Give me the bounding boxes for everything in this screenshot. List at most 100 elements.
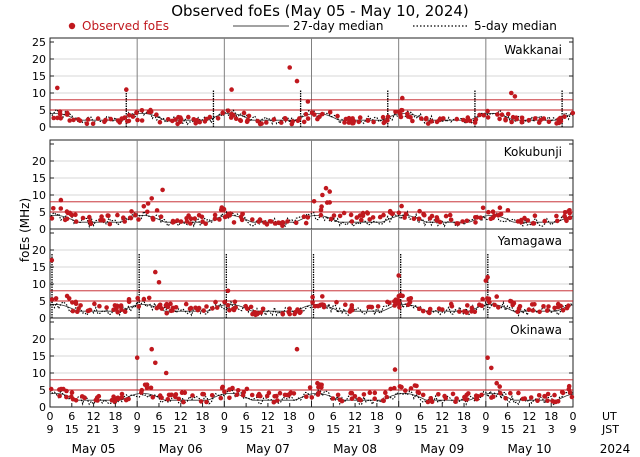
observed-point	[480, 205, 486, 211]
observed-point	[399, 203, 404, 209]
observed-point	[231, 220, 237, 225]
observed-point	[209, 393, 215, 398]
x-tick-jst: 3	[373, 423, 380, 436]
observed-point	[176, 396, 182, 402]
observed-point	[260, 306, 266, 312]
observed-point	[566, 209, 571, 214]
observed-point	[95, 116, 101, 121]
observed-point	[253, 312, 258, 318]
station-panel-kokubunji: 0 5 10 15 20 Kokubunji	[32, 139, 574, 236]
observed-point	[508, 298, 513, 304]
observed-point	[257, 217, 263, 222]
observed-point	[526, 117, 532, 123]
observed-point	[454, 116, 460, 122]
observed-point	[552, 392, 557, 398]
observed-point	[528, 395, 534, 400]
observed-point	[436, 392, 441, 397]
observed-point	[115, 395, 121, 401]
observed-point	[317, 382, 322, 387]
observed-point	[64, 112, 70, 117]
observed-point	[104, 305, 109, 310]
observed-point	[387, 208, 393, 214]
observed-point	[427, 310, 432, 316]
observed-point	[447, 212, 453, 218]
observed-point	[420, 308, 426, 314]
observed-point	[274, 393, 279, 399]
x-tick-jst: 21	[348, 423, 362, 436]
observed-point	[249, 392, 255, 398]
observed-point	[73, 212, 78, 218]
observed-point	[234, 392, 240, 398]
observed-point	[207, 114, 213, 120]
observed-point	[315, 392, 321, 397]
observed-point	[139, 118, 145, 123]
x-tick-jst: 3	[112, 423, 119, 436]
observed-point	[341, 210, 347, 216]
observed-point	[462, 309, 467, 314]
observed-point	[312, 304, 318, 309]
observed-point	[320, 294, 325, 299]
observed-point	[310, 294, 315, 300]
observed-point	[554, 213, 559, 219]
observed-point	[315, 116, 320, 122]
legend-5day-label: 5-day median	[474, 19, 557, 33]
observed-point	[298, 309, 303, 315]
y-tick-label: 15	[32, 70, 46, 83]
observed-point	[128, 215, 134, 221]
observed-point	[259, 121, 264, 126]
ut-label: UT	[602, 410, 617, 423]
observed-peak-point	[489, 365, 494, 371]
observed-peak-point	[485, 355, 490, 361]
observed-point	[115, 212, 120, 218]
observed-point	[148, 385, 154, 391]
observed-point	[442, 393, 447, 399]
observed-point	[239, 217, 245, 223]
observed-point	[457, 309, 462, 314]
observed-point	[184, 219, 190, 224]
observed-point	[203, 221, 208, 226]
observed-point	[473, 220, 478, 225]
x-tick-ut: 18	[108, 410, 122, 423]
observed-point	[80, 215, 86, 221]
observed-point	[375, 304, 381, 309]
x-tick-ut: 6	[243, 410, 250, 423]
observed-point	[73, 299, 79, 305]
observed-point	[48, 386, 54, 392]
observed-point	[334, 299, 339, 305]
observed-point	[311, 199, 317, 204]
observed-point	[51, 115, 56, 121]
observed-point	[139, 108, 145, 113]
observed-point	[119, 395, 125, 400]
observed-point	[305, 215, 311, 220]
x-tick-ut: 0	[221, 410, 228, 423]
observed-peak-point	[225, 288, 231, 294]
observed-point	[256, 391, 262, 397]
observed-point	[532, 213, 538, 218]
observed-point	[381, 120, 387, 126]
observed-peak-point	[400, 95, 405, 101]
observed-point	[526, 307, 532, 312]
observed-point	[222, 389, 227, 395]
y-tick-label: 20	[32, 244, 46, 257]
legend-observed-label: Observed foEs	[82, 19, 169, 33]
y-tick-label: 15	[32, 172, 46, 185]
x-tick-ut: 6	[155, 410, 162, 423]
observed-point	[173, 394, 178, 400]
observed-point	[123, 397, 129, 403]
observed-point	[129, 209, 134, 214]
observed-point	[319, 204, 324, 209]
y-tick-label: 0	[39, 401, 46, 414]
x-tick-jst: 21	[522, 423, 536, 436]
x-tick-jst: 3	[199, 423, 206, 436]
observed-point	[486, 209, 491, 215]
observed-point	[86, 308, 91, 314]
x-tick-jst: 9	[395, 423, 402, 436]
x-tick-jst: 15	[413, 423, 427, 436]
observed-point	[364, 210, 370, 215]
observed-point	[218, 207, 224, 213]
observed-point	[562, 114, 567, 119]
observed-point	[508, 390, 513, 396]
observed-point	[122, 309, 128, 315]
observed-point	[227, 307, 232, 313]
x-tick-ut: 18	[196, 410, 210, 423]
